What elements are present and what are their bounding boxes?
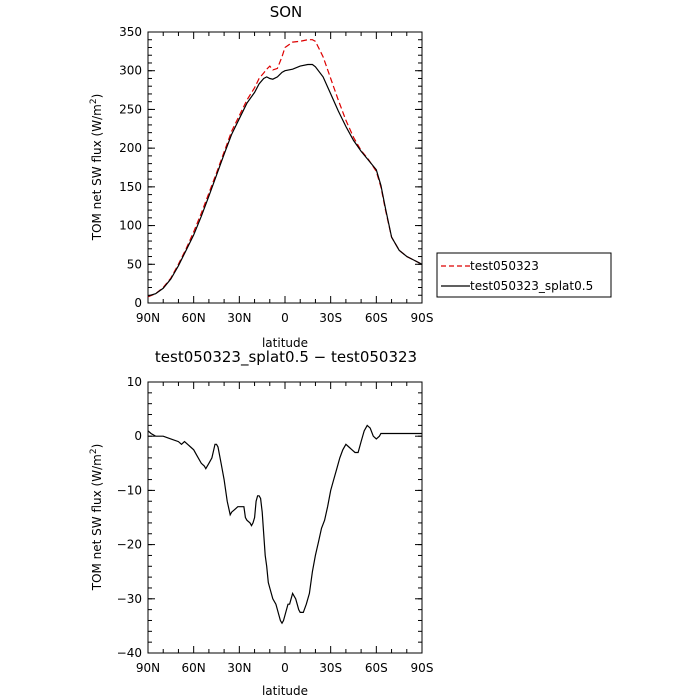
bottom-chart: test050323_splat0.5 − test050323 90N 60N 3… [89,348,433,698]
y-tick-label: 200 [119,141,142,155]
y-tick-label: −20 [117,538,142,552]
x-tick-label: 90N [136,661,160,675]
bottom-plot-frame [147,381,423,654]
x-tick-label: 60S [365,661,388,675]
x-tick-label: 60N [182,661,206,675]
series-line-test050323-splat0-5 [147,63,423,297]
y-tick-label: 100 [119,219,142,233]
x-tick-label: 30S [319,311,342,325]
y-tick-label: 10 [127,375,142,389]
bottom-y-axis-label: TOM net SW flux (W/m2) [89,444,104,592]
x-tick-label: 30N [227,311,251,325]
top-chart: SON 90N 60N 30N 0 30S 60S 90S 0 50 100 150 200 250 30… [89,3,612,350]
bottom-axis-ticks: 90N 60N 30N 0 30S 60S 90S −40 −30 −20 −10 0 10 [117,375,434,675]
y-tick-label: 0 [134,429,142,443]
x-tick-label: 0 [281,661,289,675]
legend-box [436,252,612,298]
y-tick-label: −40 [117,646,142,660]
bottom-x-axis-label: latitude [262,684,308,698]
top-axis-ticks: 90N 60N 30N 0 30S 60S 90S 0 50 100 150 200 250 300 350 [119,25,433,325]
y-tick-label: 50 [127,257,142,271]
top-chart-title: SON [270,3,303,21]
legend: test050323 test050323_splat0.5 [436,252,612,298]
y-tick-label: 350 [119,25,142,39]
x-tick-label: 90S [411,661,434,675]
y-tick-label: 0 [134,296,142,310]
x-tick-label: 90S [411,311,434,325]
y-tick-label: −30 [117,592,142,606]
legend-label-splat: test050323_splat0.5 [470,279,593,293]
top-y-axis-label: TOM net SW flux (W/m2) [89,94,104,242]
y-tick-label: −10 [117,483,142,497]
series-line-1-0 [147,424,422,625]
x-tick-label: 30N [227,661,251,675]
x-tick-label: 0 [281,311,289,325]
x-tick-label: 90N [136,311,160,325]
legend-label-test050323: test050323 [470,259,539,273]
x-tick-label: 60N [182,311,206,325]
bottom-chart-title: test050323_splat0.5 − test050323 [155,348,417,367]
top-series-lines [147,39,423,298]
x-tick-label: 60S [365,311,388,325]
series-line-test050323 [147,39,423,298]
top-x-axis-label: latitude [262,336,308,350]
bottom-series-lines [147,424,422,625]
top-plot-frame [147,31,423,304]
y-tick-label: 250 [119,102,142,116]
y-tick-label: 150 [119,180,142,194]
x-tick-label: 30S [319,661,342,675]
y-tick-label: 300 [119,64,142,78]
